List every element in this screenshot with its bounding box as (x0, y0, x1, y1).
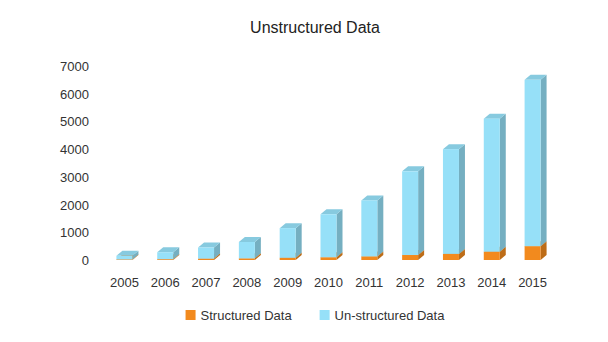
bar (280, 228, 296, 258)
bar-side (296, 223, 302, 258)
bar-top (198, 243, 220, 248)
bar-top (157, 247, 179, 252)
bar-top (402, 166, 424, 171)
bar (402, 171, 418, 255)
x-tick-label: 2008 (232, 275, 261, 290)
bar-top (484, 114, 506, 119)
x-tick-label: 2007 (192, 275, 221, 290)
bar-top (239, 237, 261, 242)
y-tick-label: 7000 (60, 59, 89, 74)
bar (157, 252, 173, 259)
bar (443, 254, 459, 260)
y-tick-label: 2000 (60, 198, 89, 213)
x-tick-label: 2010 (314, 275, 343, 290)
chart-svg: Unstructured Data 0 1000 2000 3000 4000 5000 60… (0, 0, 608, 342)
x-tick-label: 2011 (355, 275, 383, 290)
x-tick-label: 2006 (151, 275, 180, 290)
bars (116, 75, 546, 260)
bar (443, 149, 459, 254)
bar (116, 256, 132, 260)
x-tick-label: 2009 (273, 275, 302, 290)
bar-side (500, 114, 506, 252)
x-tick-label: 2012 (396, 275, 425, 290)
legend: Structured Data Un-structured Data (186, 308, 446, 323)
legend-label: Un-structured Data (335, 308, 446, 323)
y-tick-label: 6000 (60, 87, 89, 102)
y-tick-label: 4000 (60, 142, 89, 157)
bar-side (459, 144, 465, 254)
bar (484, 119, 500, 252)
bar (525, 246, 541, 260)
legend-swatch (320, 310, 330, 320)
bar (525, 80, 541, 246)
bar-side (337, 209, 343, 257)
bar-top (321, 209, 343, 214)
bar-top (280, 223, 302, 228)
y-tick-label: 0 (82, 253, 89, 268)
bar (484, 252, 500, 260)
bar (321, 257, 337, 260)
bar (361, 256, 377, 260)
bar (280, 258, 296, 260)
bar-side (418, 166, 424, 255)
bar (239, 258, 255, 260)
x-tick-label: 2013 (436, 275, 465, 290)
bar-top (443, 144, 465, 149)
bar-side (377, 195, 383, 256)
bar-top (361, 195, 383, 200)
bar-top (525, 75, 547, 80)
y-tick-label: 3000 (60, 170, 89, 185)
bar (321, 214, 337, 257)
bar (402, 255, 418, 260)
bar-side (541, 75, 547, 246)
bar (198, 248, 214, 259)
chart-container: Unstructured Data 0 1000 2000 3000 4000 5000 60… (0, 0, 608, 342)
title: Unstructured Data (250, 19, 380, 36)
bar (198, 259, 214, 260)
bar-top (116, 251, 138, 256)
y-tick-label: 5000 (60, 114, 89, 129)
bar (361, 200, 377, 256)
y-tick-label: 1000 (60, 225, 89, 240)
legend-label: Structured Data (201, 308, 293, 323)
bar (239, 242, 255, 258)
x-tick-label: 2005 (110, 275, 139, 290)
x-tick-label: 2014 (477, 275, 506, 290)
background (0, 0, 608, 342)
x-tick-label: 2015 (518, 275, 547, 290)
legend-swatch (186, 310, 196, 320)
